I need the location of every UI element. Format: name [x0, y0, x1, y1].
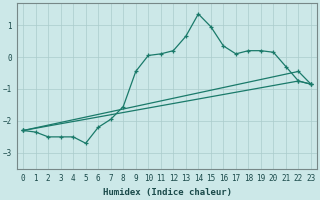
X-axis label: Humidex (Indice chaleur): Humidex (Indice chaleur) [102, 188, 232, 197]
